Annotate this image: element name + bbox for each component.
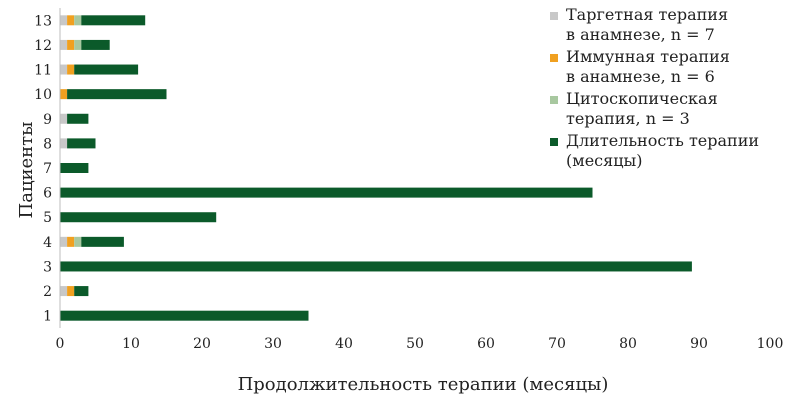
x-tick-label-70: 70	[548, 336, 566, 352]
bar-patient-8-series-0	[60, 138, 68, 149]
bar-patient-7-series-3	[60, 163, 89, 173]
bar-patient-2-series-1	[67, 286, 75, 297]
bar-patient-13-series-2	[74, 15, 82, 26]
bar-patient-8-series-3	[67, 138, 96, 149]
legend-swatch-2	[550, 96, 558, 104]
bar-patient-3-series-3	[60, 261, 692, 272]
y-tick-label-10: 10	[34, 87, 52, 103]
x-tick-label-80: 80	[619, 336, 637, 352]
bar-patient-6-series-3	[60, 187, 593, 198]
bar-patient-12-series-1	[67, 39, 75, 50]
x-tick-label-60: 60	[477, 336, 495, 352]
x-axis-label: Продолжительность терапии (месяцы)	[238, 374, 609, 395]
bar-patient-2-series-3	[74, 286, 89, 297]
x-tick-label-30: 30	[264, 336, 282, 352]
bar-patient-11-series-0	[60, 64, 68, 75]
legend-label-2-line-0: Цитоскопическая	[566, 89, 718, 108]
bar-patient-10-series-1	[60, 89, 68, 100]
bar-patient-11-series-3	[74, 64, 139, 75]
x-tick-label-20: 20	[193, 336, 211, 352]
bar-patient-12-series-2	[74, 39, 82, 50]
bar-patient-13-series-3	[81, 15, 146, 26]
bar-patient-4-series-1	[67, 236, 75, 247]
bar-patient-9-series-0	[60, 113, 68, 124]
legend-label-0-line-0: Таргетная терапия	[566, 5, 728, 24]
x-tick-label-40: 40	[335, 336, 353, 352]
bar-patient-4-series-0	[60, 236, 68, 247]
bar-patient-11-series-1	[67, 64, 75, 75]
y-tick-label-3: 3	[43, 259, 52, 275]
y-tick-label-1: 1	[43, 309, 52, 325]
x-tick-label-50: 50	[406, 336, 424, 352]
legend-label-2-line-1: терапия, n = 3	[566, 109, 690, 128]
bar-patient-9-series-3	[67, 113, 89, 124]
y-tick-label-4: 4	[43, 235, 52, 251]
bar-patient-10-series-3	[67, 89, 167, 100]
bar-patient-5-series-3	[60, 212, 217, 223]
legend-swatch-1	[550, 54, 558, 62]
legend-label-1-line-0: Иммунная терапия	[566, 47, 730, 66]
legend-label-3-line-1: (месяцы)	[566, 151, 642, 170]
legend-label-0-line-1: в анамнезе, n = 7	[566, 25, 715, 44]
y-tick-label-7: 7	[43, 161, 52, 177]
y-tick-label-12: 12	[34, 38, 52, 54]
y-tick-label-11: 11	[34, 63, 52, 79]
bars-group	[60, 15, 692, 321]
bar-patient-12-series-0	[60, 39, 68, 50]
x-tick-label-10: 10	[122, 336, 140, 352]
bar-patient-4-series-3	[81, 236, 124, 247]
bar-patient-2-series-0	[60, 286, 68, 297]
bar-patient-12-series-3	[81, 39, 110, 50]
y-tick-label-5: 5	[43, 210, 52, 226]
bar-patient-13-series-1	[67, 15, 75, 26]
x-tick-label-100: 100	[757, 336, 784, 352]
legend-entry-3: Длительность терапии(месяцы)	[550, 131, 759, 170]
bar-patient-4-series-2	[74, 236, 82, 247]
y-tick-label-6: 6	[43, 186, 52, 202]
legend-swatch-0	[550, 12, 558, 20]
bar-patient-13-series-0	[60, 15, 68, 26]
y-tick-label-8: 8	[43, 136, 52, 152]
y-axis-label: Пациенты	[16, 122, 37, 219]
bar-patient-1-series-3	[60, 310, 309, 321]
legend-swatch-3	[550, 138, 558, 146]
x-tick-label-90: 90	[690, 336, 708, 352]
x-tick-label-0: 0	[56, 336, 65, 352]
y-tick-label-13: 13	[34, 13, 52, 29]
legend-label-3-line-0: Длительность терапии	[566, 131, 759, 150]
y-tick-label-9: 9	[43, 112, 52, 128]
legend-label-1-line-1: в анамнезе, n = 6	[566, 67, 715, 86]
y-tick-label-2: 2	[43, 284, 52, 300]
